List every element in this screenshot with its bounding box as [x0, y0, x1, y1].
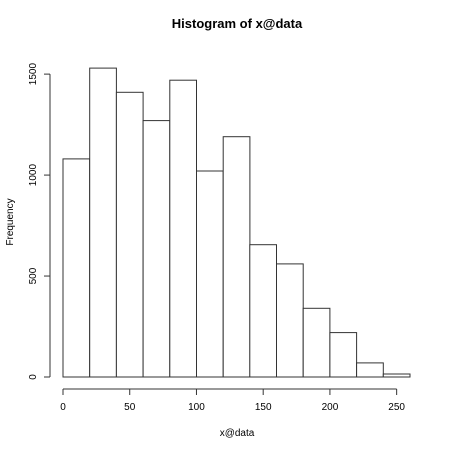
- x-tick-label: 200: [322, 402, 339, 413]
- bars-group: [62, 67, 411, 378]
- histogram-bar: [115, 91, 144, 378]
- histogram-bar: [356, 362, 384, 378]
- histogram-bar: [89, 67, 117, 378]
- histogram-bar: [62, 158, 91, 378]
- y-axis: 0 500 1000 1500: [28, 63, 51, 380]
- histogram-bar: [329, 332, 358, 378]
- x-tick-label: 100: [188, 402, 205, 413]
- histogram-bar: [196, 170, 224, 378]
- histogram-bar: [276, 263, 304, 378]
- y-tick-label: 1500: [28, 63, 39, 86]
- histogram-bar: [142, 120, 171, 378]
- x-tick-label: 150: [255, 402, 272, 413]
- histogram-bar: [382, 373, 411, 378]
- histogram-bar: [222, 136, 251, 378]
- x-axis-label: x@data: [220, 428, 255, 439]
- x-tick-label: 50: [124, 402, 136, 413]
- x-tick-label: 0: [60, 402, 66, 413]
- histogram-bar: [249, 244, 278, 378]
- y-tick-label: 500: [28, 267, 39, 284]
- chart-title: Histogram of x@data: [172, 16, 303, 31]
- x-axis: 0 50 100 150 200 250: [60, 388, 405, 413]
- y-axis-label: Frequency: [5, 198, 16, 245]
- histogram-bar: [169, 79, 198, 378]
- histogram-bar: [302, 307, 331, 378]
- y-tick-label: 1000: [28, 164, 39, 187]
- x-tick-label: 250: [388, 402, 405, 413]
- y-tick-label: 0: [28, 374, 39, 380]
